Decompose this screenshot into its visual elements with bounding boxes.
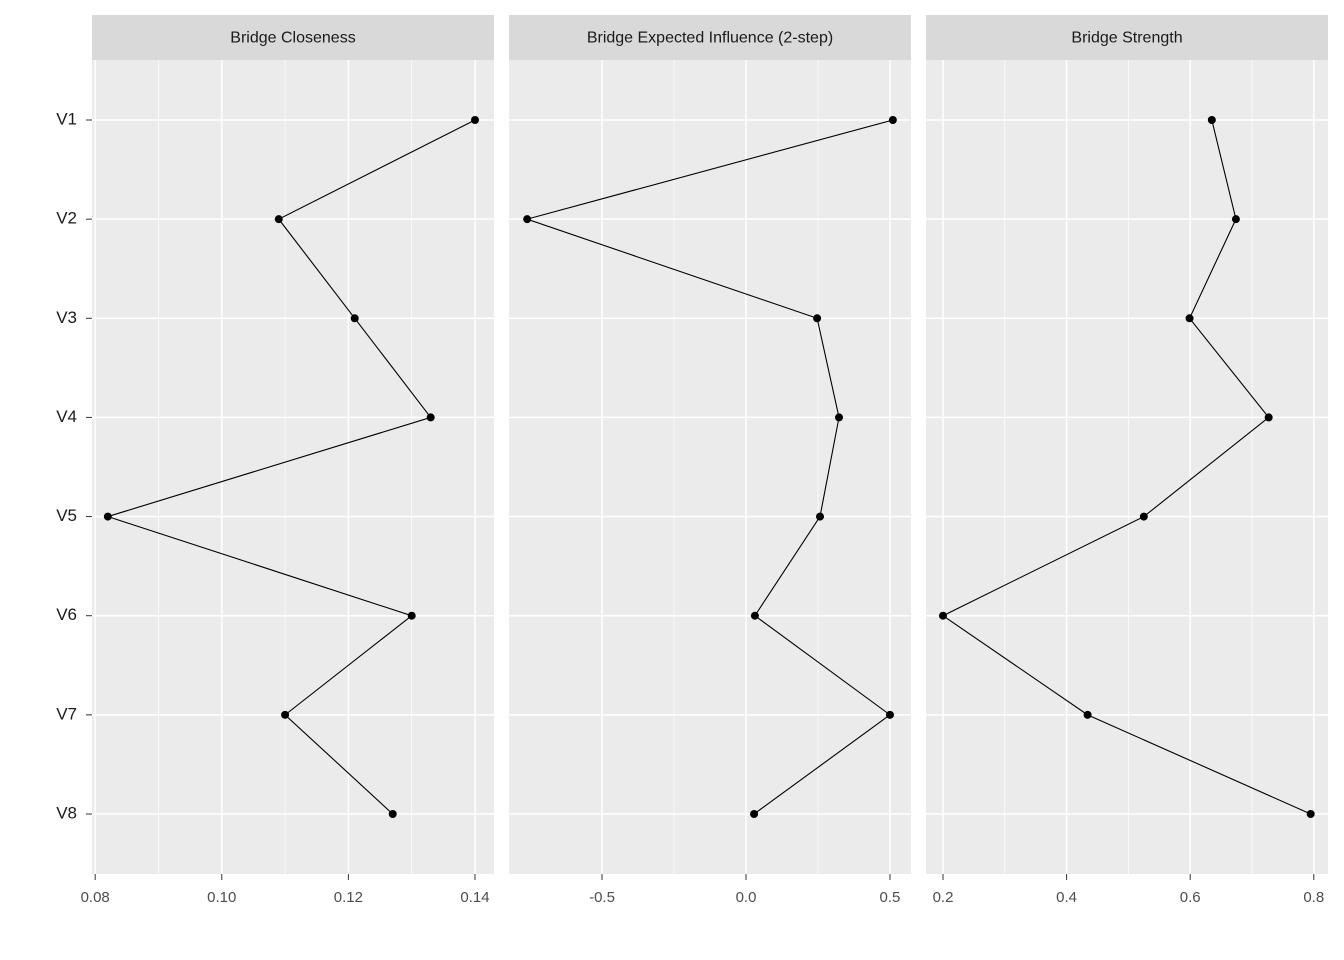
point [103,512,112,521]
x-tick-label: 0.2 [933,889,954,906]
point [816,512,825,521]
panel-background [92,60,494,874]
point [350,314,359,323]
y-tick-label: V5 [56,506,77,525]
x-tick-label: 0.14 [460,889,489,906]
x-tick-label: 0.4 [1056,889,1077,906]
panel-background [509,60,911,874]
point [938,611,947,620]
strip [92,15,494,60]
x-tick-label: 0.10 [207,889,236,906]
y-tick-label: V4 [56,407,77,426]
y-tick-label: V1 [56,109,77,128]
point [274,215,283,224]
x-tick-label: 0.12 [334,889,363,906]
point [523,215,532,224]
y-tick-label: V7 [56,704,77,723]
point [835,413,844,422]
panel-title: Bridge Expected Influence (2-step) [587,30,833,47]
point [1083,710,1092,719]
point [885,710,894,719]
point [471,116,480,124]
point [813,314,822,323]
point [1139,512,1148,521]
x-tick-label: -0.5 [589,889,615,906]
x-tick-label: 0.8 [1303,889,1324,906]
x-tick-label: 0.08 [81,889,110,906]
point [1185,314,1194,323]
point [1207,116,1216,124]
x-tick-label: 0.0 [736,889,757,906]
y-tick-label: V3 [56,308,77,327]
series-line [106,119,476,815]
strip [926,15,1328,60]
point [388,810,397,818]
series-line [941,119,1311,815]
point [1306,810,1315,818]
panel-background [926,60,1328,874]
y-tick-label: V2 [56,209,77,228]
series-line [525,119,894,815]
point [426,413,435,422]
panel-title: Bridge Closeness [230,30,355,47]
point [750,611,759,620]
x-tick-label: 0.5 [880,889,901,906]
point [750,810,759,818]
strip [509,15,911,60]
point [1264,413,1273,422]
point [888,116,897,124]
y-tick-label: V6 [56,605,77,624]
panel-title: Bridge Strength [1071,30,1182,47]
x-tick-label: 0.6 [1180,889,1201,906]
y-tick-label: V8 [56,803,77,822]
point [407,611,416,620]
point [1231,215,1240,224]
point [281,710,290,719]
